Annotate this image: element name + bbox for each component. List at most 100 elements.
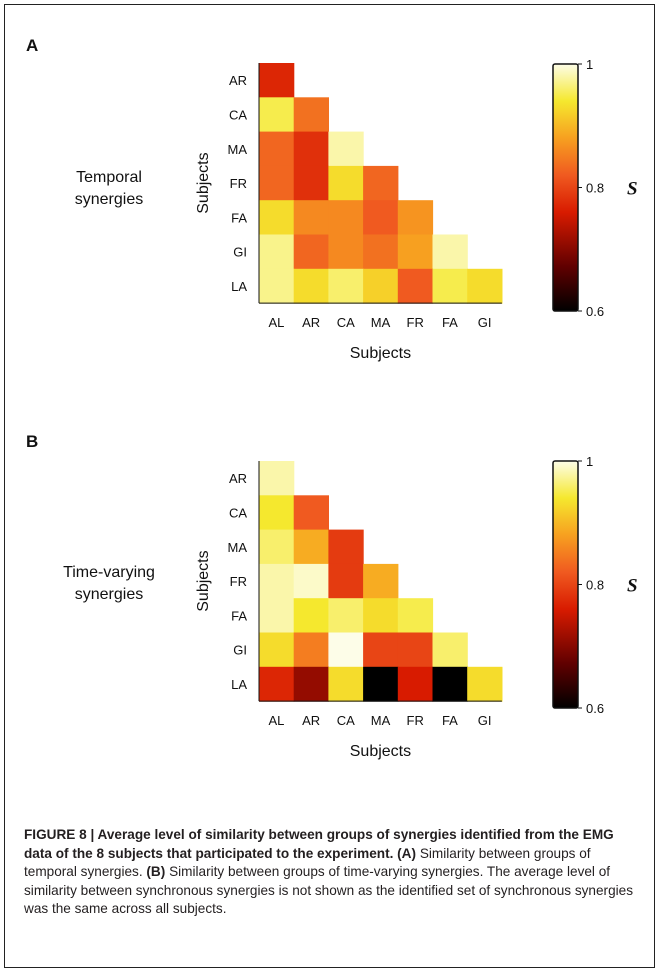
panel-a: A Temporal synergies Subjects AR CA MA FR FA GI LA… (26, 36, 638, 362)
heatmap-cell (432, 666, 468, 702)
heatmap-cell (259, 200, 295, 236)
heatmap-cell (363, 268, 399, 304)
x-tick-label: AL (268, 315, 284, 330)
y-axis-title: Subjects (195, 550, 212, 611)
x-axis-title: Subjects (350, 345, 411, 362)
heatmap-cell (328, 563, 364, 599)
heatmap-cell (259, 598, 295, 634)
heatmap-cell (328, 268, 364, 304)
colorbar-tick-label: 1 (586, 57, 593, 72)
x-tick-label: MA (371, 315, 391, 330)
heatmap-cell (293, 563, 329, 599)
colorbar-tick-label: 0.6 (586, 701, 604, 716)
y-tick-label: FA (231, 608, 247, 623)
panel-label-line: Time-varying (63, 564, 155, 581)
colorbar-label: S (627, 576, 638, 597)
y-tick-label: FA (231, 210, 247, 225)
heatmap-cell (363, 234, 399, 270)
heatmap-cell (259, 268, 295, 304)
heatmap-cell (293, 268, 329, 304)
heatmap-cell (363, 165, 399, 201)
heatmap-cell (363, 632, 399, 668)
panel-label-line: synergies (75, 586, 143, 603)
y-tick-label: GI (233, 245, 247, 260)
heatmap-cell (328, 234, 364, 270)
x-tick-label: CA (337, 713, 355, 728)
caption-a-label: (A) (397, 845, 417, 861)
figure-caption: FIGURE 8 | Average level of similarity b… (24, 826, 634, 919)
y-tick-label: CA (229, 506, 247, 521)
colorbar-label: S (627, 179, 638, 200)
y-tick-label: AR (229, 471, 247, 486)
caption-a-text: Similarity between groups of temporal sy… (24, 845, 591, 880)
y-tick-label: MA (228, 142, 248, 157)
y-tick-label: FR (230, 176, 247, 191)
colorbar-tick-label: 0.6 (586, 304, 604, 319)
x-tick-label: FA (442, 713, 458, 728)
y-tick-label: LA (231, 279, 247, 294)
heatmap-cell (259, 495, 295, 531)
y-axis-title: Subjects (195, 152, 212, 213)
x-tick-label: FR (407, 713, 424, 728)
heatmap-cell (259, 63, 295, 98)
heatmap-cell (328, 165, 364, 201)
heatmap-cell (328, 200, 364, 236)
heatmap-cell (259, 97, 295, 133)
x-tick-label: FR (407, 315, 424, 330)
caption-title: FIGURE 8 | Average level of similarity b… (24, 827, 614, 861)
x-tick-label: GI (478, 713, 492, 728)
panel-b: B Time-varying synergies Subjects AR CA MA FR FA… (26, 432, 638, 760)
figure-frame (4, 4, 655, 968)
heatmap-cell (397, 598, 434, 634)
figure-canvas: A Temporal synergies Subjects AR CA MA FR FA GI LA… (26, 36, 638, 760)
heatmap-cell (293, 598, 329, 634)
x-tick-label: FA (442, 315, 458, 330)
x-axis-title: Subjects (350, 743, 411, 760)
heatmap-cell (259, 529, 295, 565)
y-tick-label: AR (229, 73, 247, 88)
heatmap-cell (293, 234, 329, 270)
y-tick-label: GI (233, 643, 247, 658)
heatmap-cell (259, 461, 295, 496)
colorbar (552, 460, 579, 709)
heatmap-cell (259, 563, 295, 599)
x-tick-label: CA (337, 315, 355, 330)
heatmap-cell (293, 131, 329, 167)
heatmap-cell (328, 529, 364, 565)
heatmap-cell (293, 97, 329, 133)
x-tick-label: AL (268, 713, 284, 728)
y-tick-label: CA (229, 107, 247, 122)
panel-letter-b: B (26, 432, 38, 451)
heatmap-cell (397, 268, 434, 304)
heatmap-cell (432, 632, 468, 668)
panel-letter-a: A (26, 36, 38, 55)
x-tick-label: AR (302, 713, 320, 728)
colorbar-tick-label: 0.8 (586, 181, 604, 196)
heatmap-cell (432, 234, 468, 270)
caption-b-text: Similarity between groups of time-varyin… (24, 864, 634, 917)
heatmap-cell (397, 632, 434, 668)
heatmap-cell (397, 200, 434, 236)
heatmap-cell (363, 563, 399, 599)
heatmap-cell (293, 666, 329, 702)
x-tick-label: AR (302, 315, 320, 330)
heatmap-cell (293, 632, 329, 668)
heatmap-cell (328, 666, 364, 702)
heatmap-cell (328, 131, 364, 167)
heatmap-cell (293, 495, 329, 531)
heatmap-cell (293, 165, 329, 201)
heatmap-cell (467, 268, 503, 304)
heatmap-cell (363, 666, 399, 702)
colorbar-tick-label: 0.8 (586, 578, 604, 593)
heatmap-cell (328, 598, 364, 634)
heatmap-cell (397, 234, 434, 270)
heatmap-cell (259, 234, 295, 270)
heatmap-cell (432, 268, 468, 304)
colorbar (552, 63, 579, 312)
heatmap-cell (259, 165, 295, 201)
colorbar-tick-label: 1 (586, 454, 593, 469)
heatmap-cell (293, 200, 329, 236)
heatmap-cell (363, 200, 399, 236)
heatmap-cell (363, 598, 399, 634)
panel-label-line: synergies (75, 191, 143, 208)
